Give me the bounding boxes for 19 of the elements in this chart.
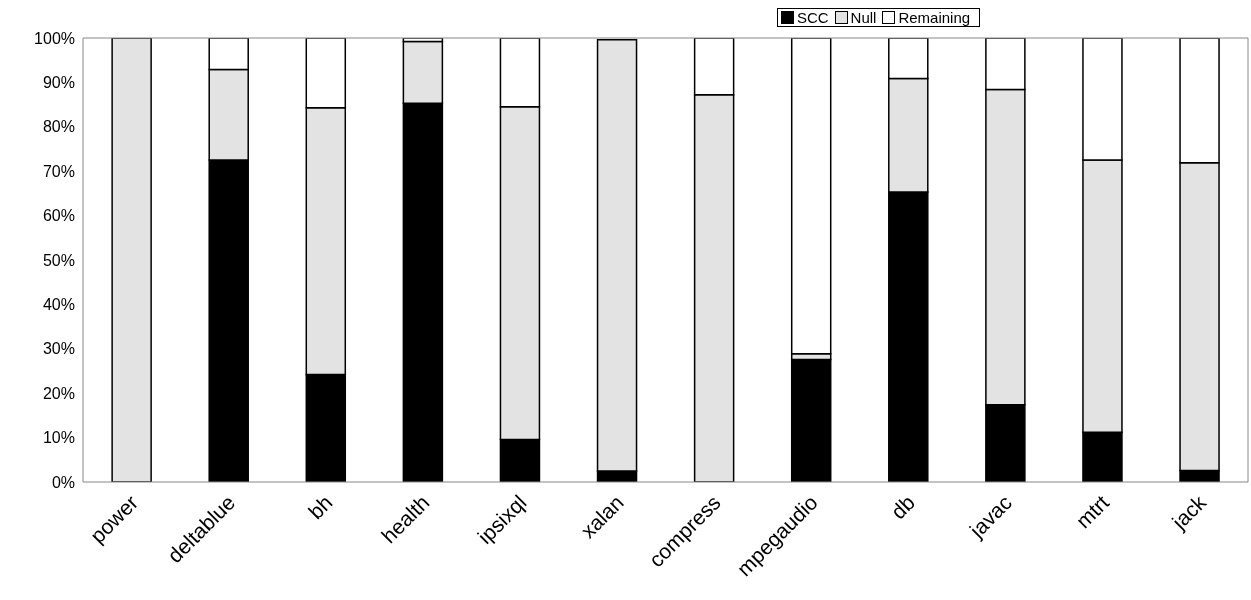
- legend-label: Remaining: [897, 9, 971, 26]
- y-tick-label: 100%: [34, 29, 75, 47]
- y-tick-label: 70%: [42, 162, 75, 180]
- y-tick-label: 20%: [42, 384, 75, 402]
- y-tick-label: 50%: [42, 251, 75, 269]
- bar: [111, 38, 152, 482]
- x-tick-label: db: [886, 490, 920, 524]
- y-tick-label: 0%: [51, 473, 75, 491]
- bar: [790, 358, 832, 482]
- y-tick-label: 60%: [42, 207, 75, 225]
- y-tick-label: 90%: [42, 74, 75, 92]
- y-tick-label: 30%: [42, 340, 75, 358]
- y-tick-label: 10%: [42, 429, 75, 447]
- y-tick-label: 40%: [42, 296, 75, 314]
- y-tick-label: 80%: [42, 118, 75, 136]
- legend-label: Null: [849, 9, 877, 26]
- legend-label: SCC: [795, 9, 829, 26]
- x-tick-label: bh: [303, 490, 337, 524]
- x-tick-label: mtrt: [1071, 490, 1114, 533]
